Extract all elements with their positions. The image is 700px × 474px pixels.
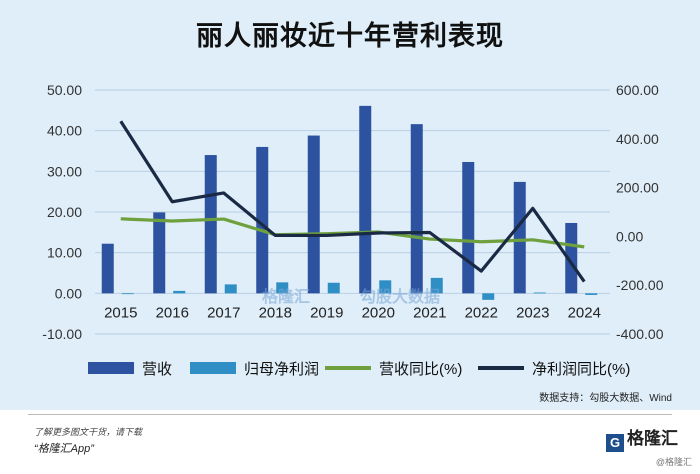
left-tick-label: 20.00: [47, 204, 82, 220]
x-tick-label: 2021: [413, 305, 446, 322]
watermark-brand: 格隆汇: [262, 289, 311, 306]
bar-归母净利润: [327, 282, 340, 294]
x-tick-label: 2020: [362, 305, 395, 322]
lines: [119, 120, 586, 283]
right-tick-label: 0.00: [616, 228, 643, 244]
x-tick-label: 2017: [207, 305, 240, 322]
bar-营收: [256, 146, 269, 294]
bar-归母净利润: [533, 292, 546, 294]
legend-label: 净利润同比(%): [532, 361, 630, 378]
left-tick-label: 30.00: [47, 163, 82, 179]
right-tick-label: 400.00: [616, 131, 659, 147]
x-tick-label: 2018: [259, 305, 292, 322]
gridlines: [95, 89, 610, 335]
bar-归母净利润: [276, 282, 289, 294]
bars: [101, 105, 598, 300]
legend: 营收 归母净利润 营收同比(%) 净利润同比(%): [88, 361, 630, 378]
bar-营收: [565, 222, 578, 294]
x-tick-label: 2024: [568, 305, 601, 322]
legend-swatch: [190, 362, 236, 374]
x-tick-label: 2022: [465, 305, 498, 322]
brand-logo: G 格隆汇: [606, 424, 678, 452]
app-download-link[interactable]: “格隆汇App”: [34, 443, 94, 455]
watermark-partner: 勾股大数据: [360, 289, 441, 306]
bar-归母净利润: [121, 293, 134, 295]
corner-watermark: @格隆汇: [655, 457, 692, 467]
bar-营收: [101, 243, 114, 294]
bar-营收: [153, 212, 166, 294]
bar-归母净利润: [482, 293, 495, 300]
chart: -10.00 0.00 10.00 20.00 30.00 40.00 50.00 -400.…: [42, 82, 663, 378]
tick-labels: -10.00 0.00 10.00 20.00 30.00 40.00 50.00 -400.…: [42, 82, 663, 342]
footer-divider: [28, 414, 672, 415]
x-tick-label: 2023: [516, 305, 549, 322]
bar-营收: [462, 161, 475, 294]
left-tick-label: 10.00: [47, 245, 82, 261]
bar-营收: [513, 181, 526, 294]
bar-归母净利润: [224, 284, 237, 294]
legend-label: 营收: [142, 361, 172, 378]
legend-swatch: [88, 362, 134, 374]
right-tick-label: 200.00: [616, 180, 659, 196]
left-tick-label: 50.00: [47, 82, 82, 98]
brand-logo-icon: G: [606, 434, 624, 452]
left-tick-label: -10.00: [42, 326, 82, 342]
bar-归母净利润: [430, 277, 443, 294]
bar-营收: [307, 135, 320, 294]
right-tick-label: 600.00: [616, 82, 659, 98]
bar-归母净利润: [379, 280, 392, 294]
left-tick-label: 40.00: [47, 123, 82, 139]
x-tick-label: 2015: [104, 305, 137, 322]
chart-panel: [0, 0, 700, 410]
bar-营收: [410, 124, 423, 294]
brand-name: 格隆汇: [627, 429, 678, 448]
x-tick-label: 2016: [156, 305, 189, 322]
bar-营收: [359, 105, 372, 294]
bar-营收: [204, 155, 217, 294]
chart-title: 丽人丽妆近十年营利表现: [196, 21, 504, 51]
footer-note: 了解更多图文干货，请下载: [34, 427, 143, 437]
x-tick-label: 2019: [310, 305, 343, 322]
bar-归母净利润: [173, 290, 186, 294]
right-tick-label: -200.00: [616, 277, 664, 293]
legend-label: 归母净利润: [244, 361, 319, 378]
legend-label: 营收同比(%): [379, 361, 462, 378]
right-tick-label: -400.00: [616, 326, 664, 342]
left-tick-label: 0.00: [55, 285, 82, 301]
bar-归母净利润: [585, 293, 598, 295]
data-source: 数据支持：勾股大数据、Wind: [539, 393, 672, 404]
line-净利润同比(%): [119, 120, 586, 283]
